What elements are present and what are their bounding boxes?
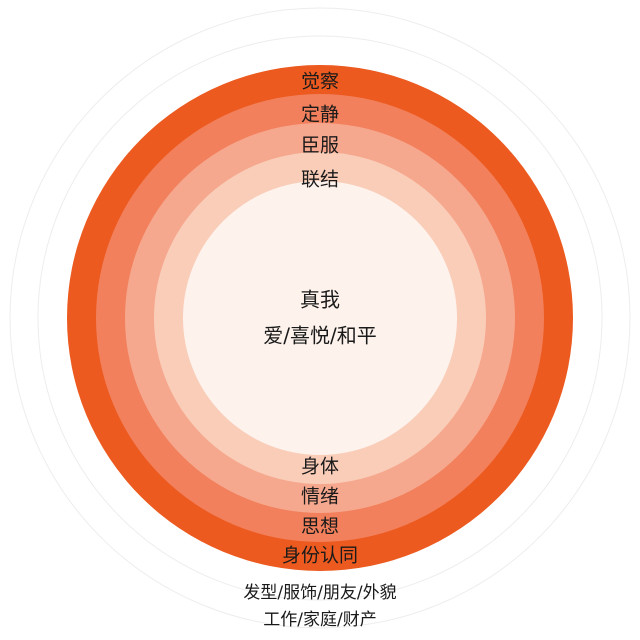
core-title: 真我 bbox=[300, 288, 340, 312]
outer-label-appearance: 发型/服饰/朋友/外貌 bbox=[243, 583, 396, 603]
outer-label-possessions: 工作/家庭/财产 bbox=[263, 610, 376, 630]
label-thoughts: 思想 bbox=[301, 516, 339, 538]
label-surrender: 臣服 bbox=[301, 135, 339, 157]
outer-guide-circle bbox=[9, 7, 631, 629]
middle-guide-circle bbox=[37, 35, 603, 601]
label-body: 身体 bbox=[301, 456, 339, 478]
label-stillness: 定静 bbox=[301, 104, 339, 126]
core-subtitle: 爱/喜悦/和平 bbox=[263, 324, 376, 348]
label-identity: 身份认同 bbox=[282, 545, 358, 567]
label-connection: 联结 bbox=[301, 169, 339, 191]
label-emotions: 情绪 bbox=[301, 486, 339, 508]
label-awareness: 觉察 bbox=[301, 71, 339, 93]
core-circle bbox=[183, 181, 457, 455]
